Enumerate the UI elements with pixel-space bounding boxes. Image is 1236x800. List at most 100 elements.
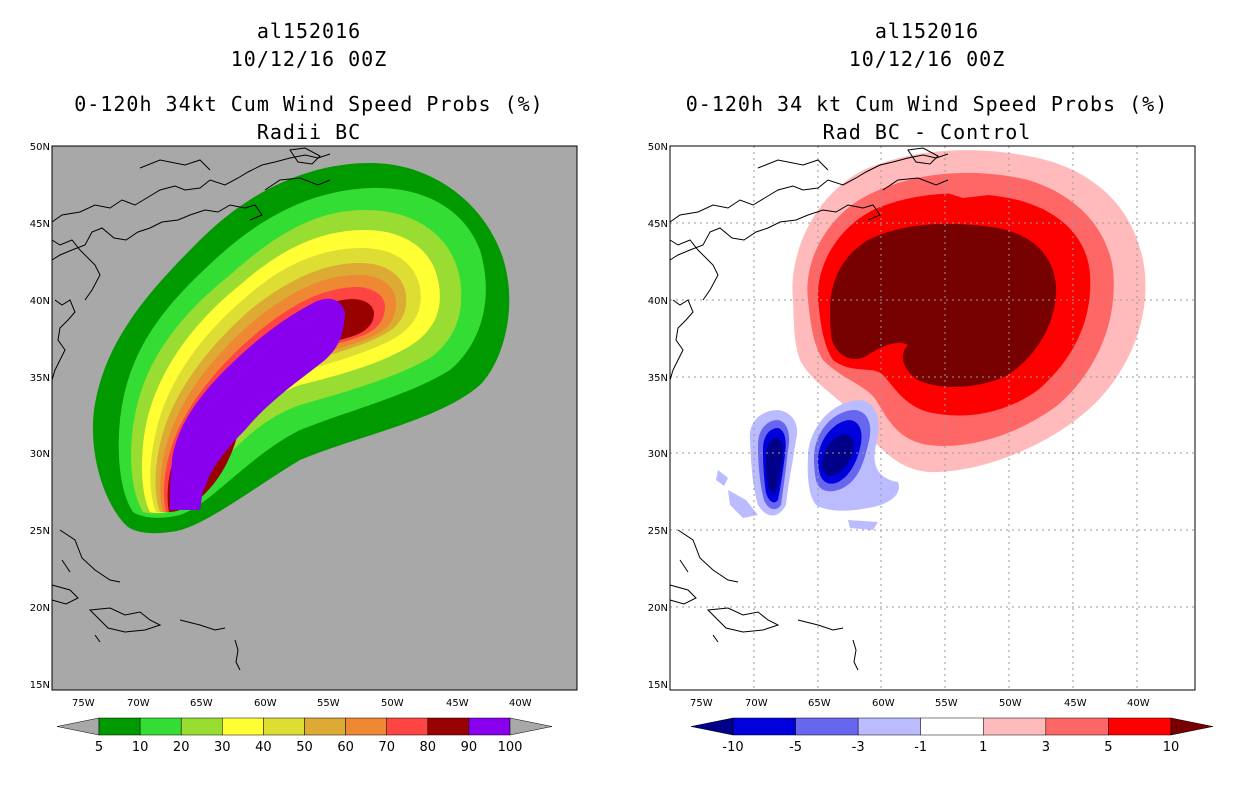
colorbar-label: 80 bbox=[420, 740, 437, 755]
lat-label: 45N bbox=[648, 219, 668, 230]
lon-label: 45W bbox=[1064, 698, 1087, 709]
storm-id: al152016 bbox=[256, 19, 362, 43]
colorbar-swatch bbox=[180, 717, 223, 736]
colorbar-label: 20 bbox=[173, 740, 190, 755]
lat-label: 45N bbox=[30, 219, 50, 230]
plot-subtitle: Radii BC bbox=[256, 120, 362, 144]
lon-label: 75W bbox=[72, 698, 95, 709]
colorbar-label: 100 bbox=[498, 740, 523, 755]
lon-label: 55W bbox=[317, 698, 340, 709]
lat-label: 15N bbox=[648, 680, 668, 691]
right-map: 75W 70W 65W 60W 55W 50W 45W 40W 15N 20N … bbox=[648, 142, 1214, 755]
left-map: 75W 70W 65W 60W 55W 50W 45W 40W 15N 20N … bbox=[30, 142, 578, 755]
lat-label: 50N bbox=[30, 142, 50, 153]
colorbar-label: 3 bbox=[1042, 740, 1050, 755]
left-panel: al152016 10/12/16 00Z 0-120h 34kt Cum Wi… bbox=[30, 19, 578, 755]
lon-label: 55W bbox=[935, 698, 958, 709]
colorbar-swatch bbox=[345, 717, 387, 736]
colorbar-label: 30 bbox=[214, 740, 231, 755]
right-panel: al152016 10/12/16 00Z 0-120h 34 kt Cum W… bbox=[618, 0, 1236, 800]
colorbar-swatch bbox=[468, 717, 511, 736]
lat-label: 30N bbox=[30, 449, 50, 460]
grid-lines bbox=[670, 146, 1195, 690]
colorbar-label: -10 bbox=[722, 740, 743, 755]
lon-label: 65W bbox=[808, 698, 831, 709]
lon-label: 60W bbox=[254, 698, 277, 709]
lon-label: 40W bbox=[509, 698, 532, 709]
datetime: 10/12/16 00Z bbox=[230, 47, 388, 71]
colorbar-over-arrow bbox=[1170, 717, 1214, 736]
lon-label: 50W bbox=[381, 698, 404, 709]
colorbar-swatch bbox=[795, 717, 859, 736]
lat-label: 50N bbox=[648, 142, 668, 153]
colorbar-label: -5 bbox=[789, 740, 802, 755]
colorbar-label: -1 bbox=[914, 740, 927, 755]
contour-90 bbox=[170, 298, 345, 510]
colorbar-swatch bbox=[304, 717, 346, 736]
lon-label: 45W bbox=[446, 698, 469, 709]
colorbar-swatch bbox=[857, 717, 921, 736]
lat-label: 40N bbox=[30, 296, 50, 307]
lon-label: 65W bbox=[190, 698, 213, 709]
colorbar-swatch bbox=[139, 717, 182, 736]
lat-label: 25N bbox=[648, 526, 668, 537]
colorbar-swatch bbox=[1108, 717, 1172, 736]
contour-neg-10b bbox=[822, 434, 854, 477]
plot-title: 0-120h 34kt Cum Wind Speed Probs (%) bbox=[74, 92, 544, 116]
colorbar-swatch bbox=[983, 717, 1047, 736]
colorbar-swatch bbox=[98, 717, 141, 736]
colorbar-label: 90 bbox=[461, 740, 478, 755]
lon-label: 40W bbox=[1127, 698, 1150, 709]
coastlines bbox=[51, 147, 331, 671]
lon-axis: 75W 70W 65W 60W 55W 50W 45W 40W bbox=[72, 698, 532, 709]
contour-pos-3b bbox=[938, 186, 998, 198]
colorbar-swatch bbox=[1045, 717, 1109, 736]
lat-label: 20N bbox=[30, 603, 50, 614]
colorbar-label: 10 bbox=[1163, 740, 1180, 755]
colorbar-under-arrow bbox=[56, 717, 100, 736]
colorbar-label: 1 bbox=[979, 740, 987, 755]
colorbar-swatch bbox=[920, 717, 984, 736]
lat-label: 30N bbox=[648, 449, 668, 460]
lon-label: 70W bbox=[127, 698, 150, 709]
contour-neg-10 bbox=[766, 437, 783, 494]
colorbar-swatch bbox=[732, 717, 796, 736]
coastlines bbox=[669, 147, 949, 671]
colorbar: -10 -5 -3 -1 1 3 5 10 bbox=[690, 717, 1214, 755]
plot-subtitle: Rad BC - Control bbox=[822, 120, 1032, 144]
contour-pos-1c bbox=[1123, 269, 1145, 307]
lat-label: 35N bbox=[30, 373, 50, 384]
lat-axis: 15N 20N 25N 30N 35N 40N 45N 50N bbox=[648, 142, 668, 691]
colorbar-under-arrow bbox=[690, 717, 734, 736]
colorbar-label: 40 bbox=[255, 740, 272, 755]
colorbar-label: 60 bbox=[337, 740, 354, 755]
colorbar-swatch bbox=[427, 717, 470, 736]
contour-neg-1d bbox=[728, 490, 758, 518]
colorbar-label: 5 bbox=[1104, 740, 1112, 755]
lat-label: 15N bbox=[30, 680, 50, 691]
map-frame bbox=[669, 145, 1196, 691]
colorbar-label: -3 bbox=[852, 740, 865, 755]
colorbar-swatch bbox=[386, 717, 429, 736]
colorbar-swatch bbox=[263, 717, 305, 736]
lon-label: 50W bbox=[999, 698, 1022, 709]
storm-id: al152016 bbox=[874, 19, 980, 43]
lon-label: 70W bbox=[745, 698, 768, 709]
colorbar-swatch bbox=[222, 717, 264, 736]
lon-axis: 75W 70W 65W 60W 55W 50W 45W 40W bbox=[690, 698, 1150, 709]
colorbar-over-arrow bbox=[509, 717, 553, 736]
colorbar-label: 50 bbox=[296, 740, 313, 755]
lon-label: 60W bbox=[872, 698, 895, 709]
lat-label: 20N bbox=[648, 603, 668, 614]
lat-label: 35N bbox=[648, 373, 668, 384]
contour-neg-1e bbox=[848, 520, 878, 530]
colorbar-label: 10 bbox=[132, 740, 149, 755]
colorbar: 5 10 20 30 40 50 60 70 80 90 100 bbox=[56, 717, 553, 755]
datetime: 10/12/16 00Z bbox=[848, 47, 1006, 71]
lon-label: 75W bbox=[690, 698, 713, 709]
plot-title: 0-120h 34 kt Cum Wind Speed Probs (%) bbox=[685, 92, 1169, 116]
colorbar-label: 5 bbox=[95, 740, 103, 755]
colorbar-label: 70 bbox=[378, 740, 395, 755]
lat-axis: 15N 20N 25N 30N 35N 40N 45N 50N bbox=[30, 142, 50, 691]
contour-neg-1c bbox=[716, 470, 728, 486]
